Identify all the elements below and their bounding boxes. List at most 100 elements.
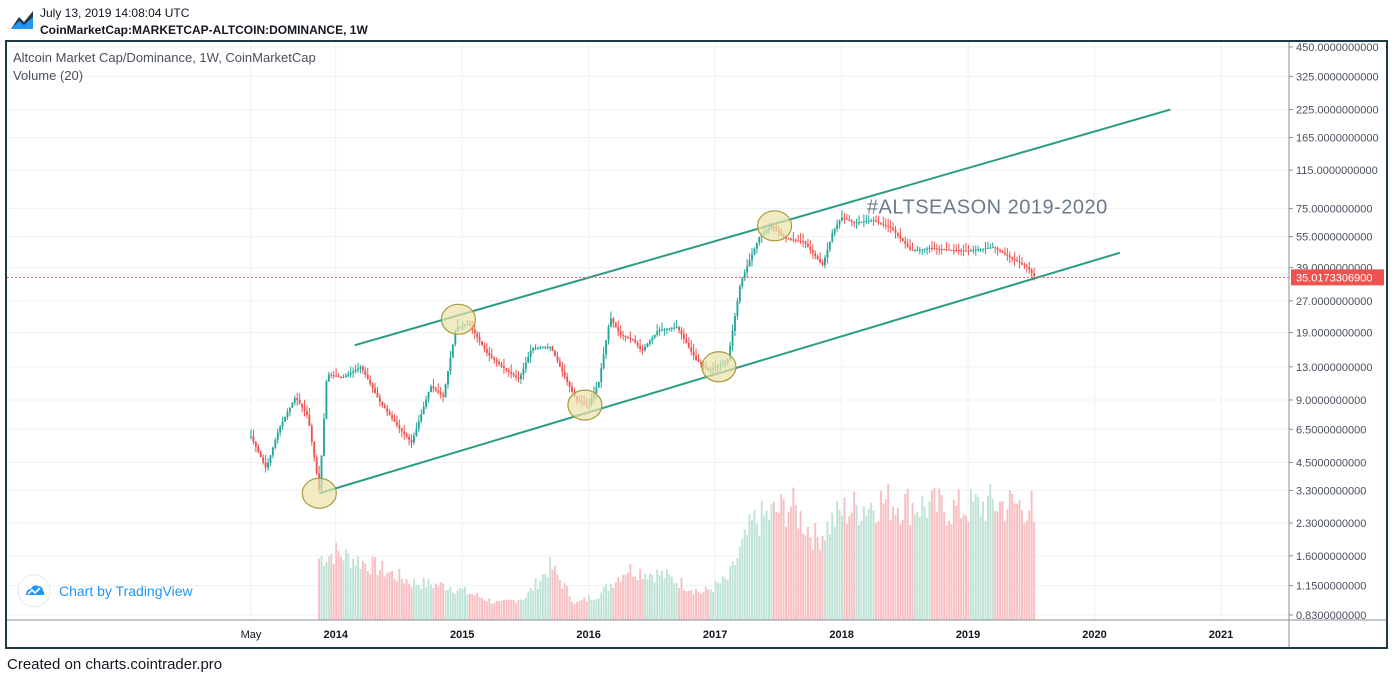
volume-bar xyxy=(935,512,938,620)
candle-body xyxy=(641,348,644,350)
candle-body xyxy=(388,411,391,416)
volume-bar xyxy=(602,587,605,620)
volume-bar xyxy=(405,579,408,620)
candle-body xyxy=(653,334,656,338)
candle-body xyxy=(845,218,848,220)
candle-body xyxy=(850,220,853,222)
candle-body xyxy=(758,236,761,243)
volume-bar xyxy=(928,501,931,620)
volume-bar xyxy=(425,587,428,620)
candle-body xyxy=(974,249,977,251)
legend-volume[interactable]: Volume (20) xyxy=(13,68,84,83)
volume-bar xyxy=(923,506,926,620)
volume-bar xyxy=(1016,503,1019,620)
candle-body xyxy=(398,425,401,429)
volume-bar xyxy=(906,488,909,620)
candle-body xyxy=(381,401,384,406)
candle-body xyxy=(787,238,790,240)
volume-bar xyxy=(746,534,749,620)
volume-bar xyxy=(551,569,554,620)
volume-bar xyxy=(437,586,440,620)
candle-body xyxy=(646,343,649,347)
volume-bar xyxy=(558,580,561,620)
y-tick-label: 75.0000000000 xyxy=(1296,204,1372,216)
candle-body xyxy=(296,397,299,400)
candle-body xyxy=(498,361,501,364)
candle-body xyxy=(909,246,912,250)
candle-body xyxy=(904,241,907,244)
candle-body xyxy=(743,272,746,279)
candle-body xyxy=(473,329,476,334)
volume-bar xyxy=(974,493,977,620)
volume-bar xyxy=(374,557,376,620)
volume-bar xyxy=(719,583,722,620)
candle-body xyxy=(989,247,992,249)
volume-bar xyxy=(809,537,812,620)
volume-bar xyxy=(806,526,809,620)
candle-body xyxy=(896,232,899,236)
tradingview-logo-icon xyxy=(11,9,33,31)
candle-body xyxy=(814,253,817,257)
candle-body xyxy=(858,222,860,224)
candle-body xyxy=(955,250,958,252)
candle-body xyxy=(690,347,693,352)
candle-body xyxy=(434,388,437,391)
volume-bar xyxy=(931,490,933,620)
volume-bar xyxy=(634,576,637,620)
volume-bar xyxy=(648,573,651,620)
volume-bar xyxy=(510,599,513,620)
legend-title[interactable]: Altcoin Market Cap/Dominance, 1W, CoinMa… xyxy=(13,50,316,65)
highlight-circle xyxy=(567,389,603,421)
volume-bar xyxy=(911,503,914,620)
candle-body xyxy=(323,418,325,457)
candle-body xyxy=(875,220,877,222)
price-chart[interactable]: #ALTSEASON 2019-2020 450.0000000000 325.00… xyxy=(7,42,1386,647)
candle-body xyxy=(962,250,965,252)
candle-body xyxy=(994,247,997,249)
last-price-label: 35.0173306900 xyxy=(1296,272,1372,284)
volume-bar xyxy=(583,597,586,620)
volume-bar xyxy=(335,542,338,620)
candle-body xyxy=(512,373,515,376)
candle-body xyxy=(926,248,929,250)
candle-body xyxy=(344,375,347,378)
candle-body xyxy=(984,248,987,250)
candle-body xyxy=(617,327,620,332)
volume-bar xyxy=(845,523,848,620)
volume-bar xyxy=(729,566,732,620)
volume-bar xyxy=(383,576,386,620)
volume-bar xyxy=(556,574,559,620)
volume-bar xyxy=(641,579,644,620)
candle-body xyxy=(658,329,661,332)
tradingview-watermark[interactable]: Chart by TradingView xyxy=(17,574,207,608)
volume-bar xyxy=(1006,509,1009,620)
volume-bar xyxy=(914,514,916,620)
candle-body xyxy=(950,249,953,251)
volume-bar xyxy=(478,597,481,620)
volume-bar xyxy=(447,589,449,620)
candle-body xyxy=(257,446,260,453)
candle-body xyxy=(354,369,357,372)
volume-bar xyxy=(872,510,875,620)
candle-body xyxy=(682,334,685,339)
candle-body xyxy=(303,407,306,412)
candle-body xyxy=(425,399,428,407)
volume-bar xyxy=(833,526,836,620)
volume-bar xyxy=(483,600,486,620)
volume-bar xyxy=(843,497,846,620)
candle-body xyxy=(622,335,625,337)
candle-body xyxy=(376,392,379,398)
volume-bar xyxy=(748,514,751,620)
candle-body xyxy=(889,226,892,229)
volume-bar xyxy=(950,524,953,620)
volume-bar xyxy=(585,601,588,620)
volume-bar xyxy=(821,536,824,620)
candle-body xyxy=(921,249,924,251)
volume-bar xyxy=(485,601,488,620)
candle-body xyxy=(853,221,856,223)
candle-body xyxy=(371,383,374,389)
volume-bar xyxy=(938,488,941,620)
volume-bar xyxy=(357,556,359,620)
volume-bar xyxy=(904,493,907,620)
candle-body xyxy=(403,431,406,435)
